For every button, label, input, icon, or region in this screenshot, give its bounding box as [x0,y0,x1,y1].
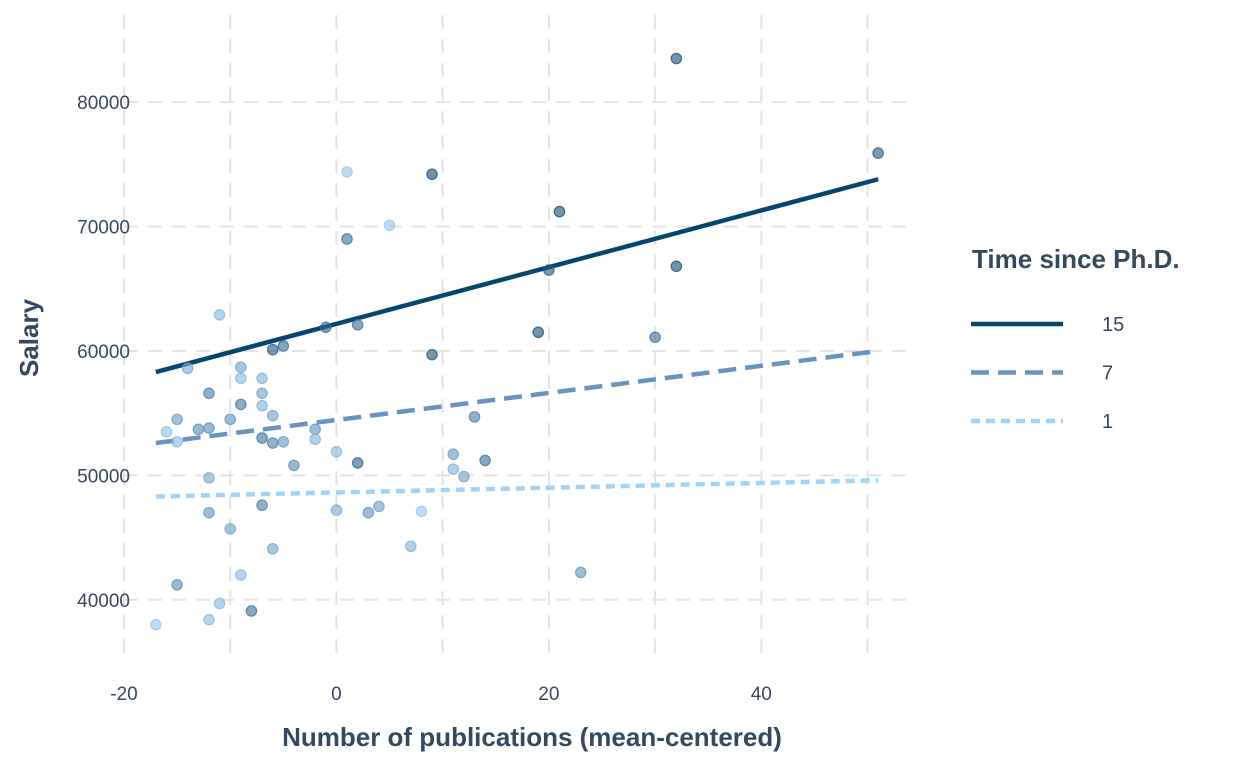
x-tick-label: 0 [331,684,342,705]
y-tick-label: 40000 [77,591,130,612]
data-point [171,579,183,591]
legend-label-7: 7 [1102,363,1113,385]
data-point [266,437,279,449]
data-point [320,321,332,334]
data-point [266,409,279,422]
data-point [468,411,481,423]
data-point [213,597,226,610]
data-point [256,499,268,512]
data-point [266,542,279,555]
data-point [171,435,183,448]
legend-label-15: 15 [1102,314,1124,336]
x-axis-ticks: -20 0 20 40 [110,684,772,705]
data-point [458,470,470,483]
data-point [245,605,258,617]
data-point [309,423,321,436]
data-point [203,613,215,626]
data-point [235,372,247,385]
data-point [670,260,683,273]
data-point [256,399,268,412]
data-point [256,372,268,385]
data-points [150,52,884,631]
data-point [351,457,364,469]
data-point [426,348,438,361]
data-point [479,454,491,467]
data-point [415,505,428,518]
data-point [362,506,375,519]
data-point [553,205,566,218]
data-point [330,445,343,458]
data-point [649,331,661,344]
y-tick-label: 60000 [77,342,130,363]
data-point [192,423,205,436]
data-point [447,463,460,475]
y-axis-title: Salary [14,298,44,377]
data-point [383,219,396,232]
data-point [404,540,417,553]
data-point [150,618,162,631]
x-axis-title: Number of publications (mean-centered) [282,722,782,752]
data-point [235,361,247,373]
data-point [235,569,247,581]
data-point [181,362,194,375]
data-point [203,472,215,484]
data-point [203,506,215,519]
data-point [341,233,353,245]
fit-lines [155,177,879,499]
legend-title: Time since Ph.D. [972,244,1180,274]
data-point [256,432,268,444]
data-point [532,326,545,339]
y-tick-label: 50000 [77,466,130,487]
data-point [288,459,300,472]
data-point [543,264,555,276]
data-point [160,426,173,438]
data-point [426,168,438,181]
x-tick-label: 20 [538,684,559,705]
data-point [224,523,237,535]
x-tick-label: 40 [751,684,772,705]
data-point [351,319,364,331]
data-point [309,433,321,446]
data-point [256,387,268,400]
data-point [330,504,343,517]
data-point [277,340,290,352]
y-axis-ticks: 40000 50000 60000 70000 80000 [77,93,130,612]
data-point [224,413,237,426]
y-tick-label: 80000 [77,93,130,114]
legend-label-1: 1 [1102,411,1113,433]
data-point [213,309,226,321]
data-point [447,448,460,461]
data-point [203,422,215,434]
fit-line-1 [155,478,879,499]
data-point [670,52,683,65]
fit-line-7 [155,348,879,446]
data-point [171,413,183,426]
x-tick-label: -20 [110,684,137,705]
data-point [574,566,587,579]
data-point [373,500,385,513]
data-point [872,147,884,159]
data-point [203,387,215,400]
data-point [341,165,353,178]
data-point [277,435,290,448]
grid [123,15,910,662]
data-point [235,398,247,411]
data-point [266,343,279,356]
fit-line-15 [155,177,879,375]
y-tick-label: 70000 [77,218,130,239]
